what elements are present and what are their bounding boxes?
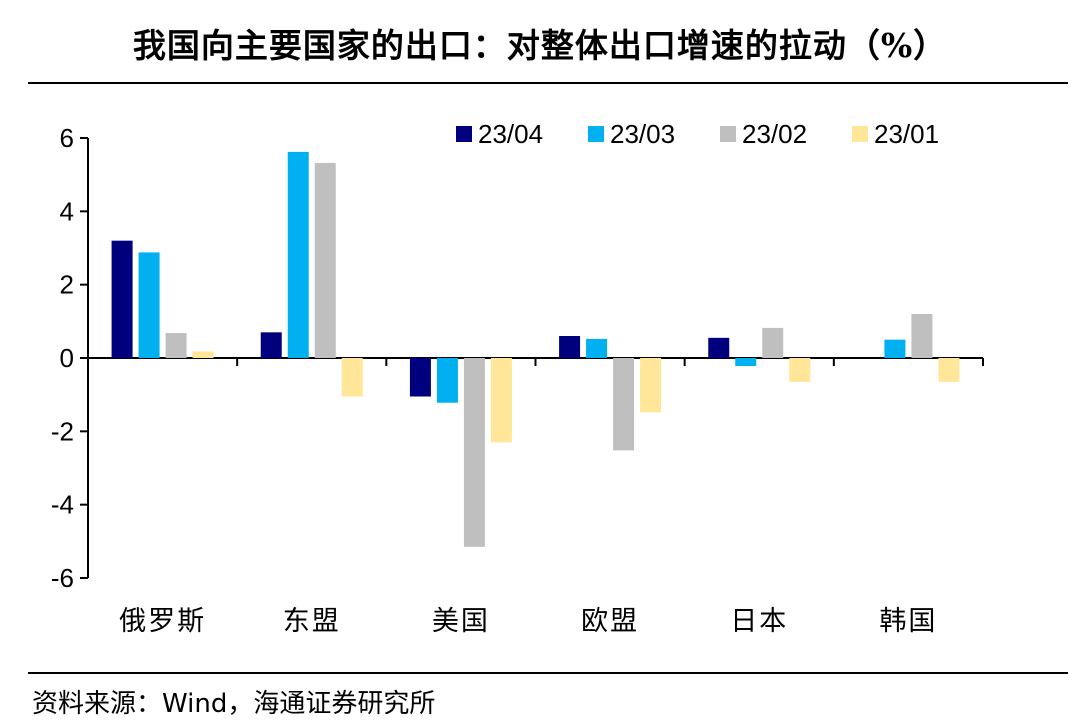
bar-23-02-5 (911, 314, 933, 358)
chart-title: 我国向主要国家的出口：对整体出口增速的拉动（%） (132, 26, 948, 65)
legend-swatch-23-02 (720, 126, 736, 142)
bar-23-01-4 (789, 358, 811, 382)
bar-23-04-2 (409, 358, 431, 397)
bar-23-04-3 (559, 336, 581, 358)
bar-23-02-4 (762, 327, 784, 358)
bar-23-03-1 (287, 151, 309, 358)
bar-23-02-1 (314, 162, 336, 358)
x-category-label: 日本 (730, 606, 788, 636)
bar-23-04-4 (708, 337, 730, 358)
labels: 6 4 2 0 -2 -4 -6 俄罗斯 东盟 美国 欧盟 日本 韩国 (51, 123, 937, 636)
legend: 23/04 23/03 23/02 23/01 (456, 119, 939, 149)
bar-23-01-3 (640, 358, 662, 413)
bar-23-02-3 (613, 358, 635, 451)
legend-swatch-23-03 (588, 126, 604, 142)
x-category-label: 欧盟 (581, 606, 639, 636)
source-divider (28, 672, 1068, 674)
bar-23-02-2 (463, 358, 485, 547)
x-category-label: 韩国 (879, 606, 937, 636)
bar-23-03-2 (436, 358, 458, 403)
legend-swatch-23-04 (456, 126, 472, 142)
bar-23-04-0 (111, 240, 133, 358)
x-category-label: 俄罗斯 (119, 606, 206, 636)
bar-23-03-3 (586, 338, 608, 358)
bar-23-03-4 (735, 358, 757, 367)
y-tick-label: 0 (60, 343, 74, 373)
legend-label-23-01: 23/01 (874, 119, 939, 149)
y-tick-label: -4 (51, 490, 74, 520)
y-tick-label: -6 (51, 563, 74, 593)
bar-23-01-1 (341, 358, 363, 397)
legend-label-23-03: 23/03 (610, 119, 675, 149)
bar-23-01-0 (192, 351, 214, 358)
y-tick-label: 4 (60, 196, 74, 226)
bar-23-03-5 (884, 339, 906, 358)
legend-label-23-04: 23/04 (478, 119, 543, 149)
axes (80, 137, 984, 579)
bar-23-01-5 (938, 358, 960, 382)
x-category-label: 东盟 (283, 606, 341, 636)
bar-23-02-0 (165, 333, 187, 358)
legend-swatch-23-01 (852, 126, 868, 142)
x-category-label: 美国 (432, 606, 490, 636)
y-tick-label: -2 (51, 416, 74, 446)
bar-23-04-1 (260, 332, 282, 358)
y-tick-label: 6 (60, 123, 74, 153)
title-divider (28, 82, 1068, 84)
bar-23-01-2 (490, 358, 512, 443)
bars (111, 151, 960, 547)
source-note: 资料来源：Wind，海通证券研究所 (32, 689, 436, 719)
y-tick-label: 2 (60, 270, 74, 300)
legend-label-23-02: 23/02 (742, 119, 807, 149)
bar-23-03-0 (138, 252, 160, 358)
